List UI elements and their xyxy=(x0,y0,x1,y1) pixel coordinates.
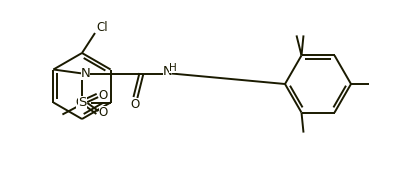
Text: Cl: Cl xyxy=(76,96,87,109)
Text: Cl: Cl xyxy=(96,20,108,34)
Text: N: N xyxy=(162,65,172,78)
Text: S: S xyxy=(78,96,87,109)
Text: H: H xyxy=(169,62,176,73)
Text: O: O xyxy=(99,89,108,102)
Text: N: N xyxy=(81,67,90,80)
Text: O: O xyxy=(99,106,108,119)
Text: O: O xyxy=(131,98,140,111)
